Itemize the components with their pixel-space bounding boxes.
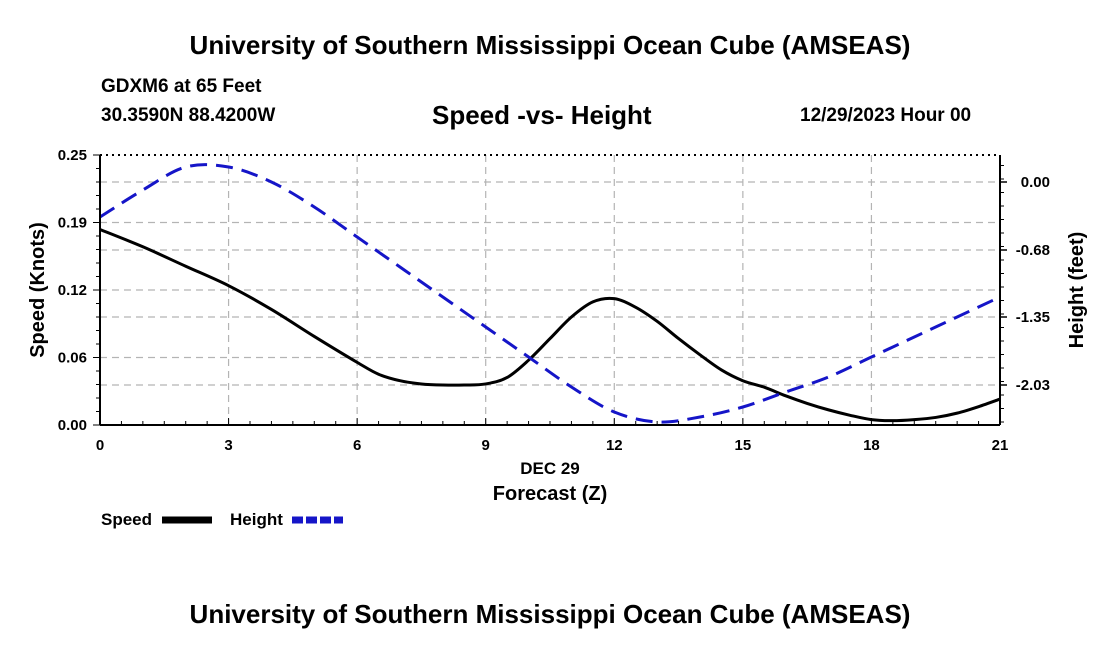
y-left-tick-label: 0.19 (58, 215, 87, 232)
y-left-tick-label: 0.06 (58, 350, 87, 367)
station-label: GDXM6 at 65 Feet (101, 76, 262, 97)
x-tick-label: 3 (224, 437, 232, 454)
chart-title: Speed -vs- Height (432, 100, 652, 130)
y-right-tick-label: -1.35 (1016, 309, 1050, 326)
y-left-tick-label: 0.12 (58, 282, 87, 299)
x-tick-label: 18 (863, 437, 880, 454)
height-series-line (99, 163, 1001, 424)
y-right-tick-label: -0.68 (1016, 242, 1050, 259)
legend: Speed Height (101, 510, 343, 529)
legend-label-height: Height (230, 510, 283, 529)
chart-axes (93, 154, 1007, 426)
x-axis-title: Forecast (Z) (493, 483, 607, 505)
legend-label-speed: Speed (101, 510, 152, 529)
grid-lines (100, 155, 1000, 425)
y-left-tick-label: 0.25 (58, 147, 87, 164)
tick-labels: 0 3 6 9 12 15 18 21 0.00 0.06 0.12 0.19 0.25 0.00 -0.6… (27, 147, 1088, 505)
y-left-tick-label: 0.00 (58, 417, 87, 434)
footer-title: University of Southern Mississippi Ocean… (189, 599, 911, 629)
forecast-datetime: 12/29/2023 Hour 00 (800, 105, 972, 126)
x-tick-label: 6 (353, 437, 361, 454)
x-tick-label: 21 (992, 437, 1009, 454)
main-title: University of Southern Mississippi Ocean… (189, 30, 911, 60)
y-right-tick-label: -2.03 (1016, 377, 1050, 394)
y-right-tick-label: 0.00 (1021, 174, 1050, 191)
y-axis-right-title: Height (feet) (1066, 232, 1088, 349)
x-tick-label: 0 (96, 437, 104, 454)
x-tick-label: 15 (735, 437, 752, 454)
y-axis-left-title: Speed (Knots) (27, 222, 49, 358)
x-tick-label: 9 (482, 437, 490, 454)
x-tick-label: 12 (606, 437, 623, 454)
speed-series-line (99, 228, 1001, 423)
coordinates-label: 30.3590N 88.4200W (101, 105, 276, 126)
x-axis-date-label: DEC 29 (520, 459, 580, 478)
series-lines (99, 163, 1001, 424)
